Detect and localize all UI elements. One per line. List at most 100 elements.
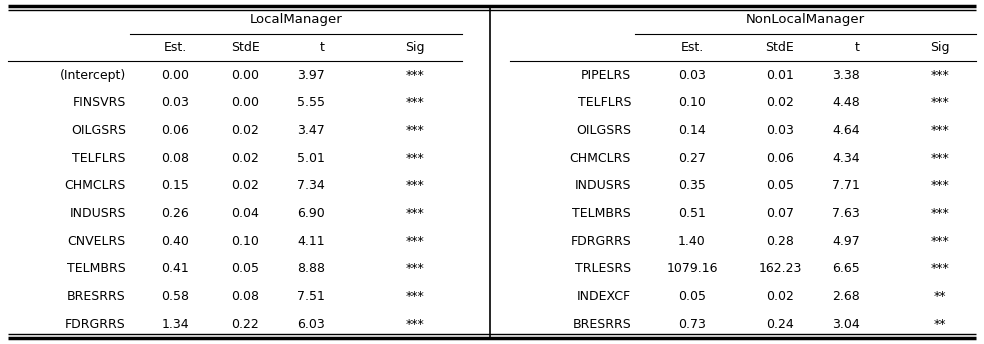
Text: 0.26: 0.26 bbox=[161, 207, 189, 220]
Text: ***: *** bbox=[405, 96, 424, 109]
Text: 0.06: 0.06 bbox=[767, 152, 794, 165]
Text: 4.64: 4.64 bbox=[832, 124, 860, 137]
Text: 0.51: 0.51 bbox=[678, 207, 706, 220]
Text: Est.: Est. bbox=[163, 41, 187, 54]
Text: ***: *** bbox=[405, 124, 424, 137]
Text: PIPELRS: PIPELRS bbox=[581, 69, 631, 82]
Text: 0.73: 0.73 bbox=[678, 318, 706, 331]
Text: 1079.16: 1079.16 bbox=[666, 262, 717, 275]
Text: OILGSRS: OILGSRS bbox=[71, 124, 126, 137]
Text: t: t bbox=[320, 41, 325, 54]
Text: 3.47: 3.47 bbox=[297, 124, 325, 137]
Text: 0.27: 0.27 bbox=[678, 152, 706, 165]
Text: Sig: Sig bbox=[405, 41, 425, 54]
Text: 0.08: 0.08 bbox=[161, 152, 189, 165]
Text: 0.05: 0.05 bbox=[231, 262, 259, 275]
Text: 0.00: 0.00 bbox=[231, 69, 259, 82]
Text: 6.65: 6.65 bbox=[832, 262, 860, 275]
Text: LocalManager: LocalManager bbox=[250, 13, 342, 26]
Text: 3.38: 3.38 bbox=[832, 69, 860, 82]
Text: 0.08: 0.08 bbox=[231, 290, 259, 303]
Text: 6.03: 6.03 bbox=[297, 318, 325, 331]
Text: INDUSRS: INDUSRS bbox=[70, 207, 126, 220]
Text: 0.00: 0.00 bbox=[161, 69, 189, 82]
Text: **: ** bbox=[934, 318, 947, 331]
Text: 0.07: 0.07 bbox=[766, 207, 794, 220]
Text: ***: *** bbox=[405, 69, 424, 82]
Text: NonLocalManager: NonLocalManager bbox=[746, 13, 865, 26]
Text: 4.34: 4.34 bbox=[832, 152, 860, 165]
Text: 2.68: 2.68 bbox=[832, 290, 860, 303]
Text: 0.06: 0.06 bbox=[161, 124, 189, 137]
Text: TELMBRS: TELMBRS bbox=[573, 207, 631, 220]
Text: 0.28: 0.28 bbox=[767, 235, 794, 248]
Text: TELMBRS: TELMBRS bbox=[67, 262, 126, 275]
Text: ***: *** bbox=[405, 262, 424, 275]
Text: FDRGRRS: FDRGRRS bbox=[65, 318, 126, 331]
Text: StdE: StdE bbox=[230, 41, 260, 54]
Text: 0.03: 0.03 bbox=[767, 124, 794, 137]
Text: CNVELRS: CNVELRS bbox=[68, 235, 126, 248]
Text: 0.40: 0.40 bbox=[161, 235, 189, 248]
Text: 3.97: 3.97 bbox=[297, 69, 325, 82]
Text: 7.63: 7.63 bbox=[832, 207, 860, 220]
Text: ***: *** bbox=[405, 179, 424, 192]
Text: 0.02: 0.02 bbox=[767, 96, 794, 109]
Text: 7.51: 7.51 bbox=[297, 290, 325, 303]
Text: ***: *** bbox=[931, 69, 950, 82]
Text: ***: *** bbox=[931, 207, 950, 220]
Text: 0.02: 0.02 bbox=[231, 124, 259, 137]
Text: 0.00: 0.00 bbox=[231, 96, 259, 109]
Text: 7.71: 7.71 bbox=[832, 179, 860, 192]
Text: 0.58: 0.58 bbox=[161, 290, 189, 303]
Text: 0.22: 0.22 bbox=[231, 318, 259, 331]
Text: 4.11: 4.11 bbox=[297, 235, 325, 248]
Text: TELFLRS: TELFLRS bbox=[73, 152, 126, 165]
Text: ***: *** bbox=[405, 290, 424, 303]
Text: ***: *** bbox=[405, 152, 424, 165]
Text: t: t bbox=[855, 41, 860, 54]
Text: 0.04: 0.04 bbox=[231, 207, 259, 220]
Text: ***: *** bbox=[405, 207, 424, 220]
Text: Est.: Est. bbox=[680, 41, 704, 54]
Text: 0.01: 0.01 bbox=[767, 69, 794, 82]
Text: 0.02: 0.02 bbox=[231, 152, 259, 165]
Text: FINSVRS: FINSVRS bbox=[73, 96, 126, 109]
Text: TRLESRS: TRLESRS bbox=[575, 262, 631, 275]
Text: 5.55: 5.55 bbox=[297, 96, 325, 109]
Text: 0.35: 0.35 bbox=[678, 179, 706, 192]
Text: CHMCLRS: CHMCLRS bbox=[65, 179, 126, 192]
Text: 6.90: 6.90 bbox=[297, 207, 325, 220]
Text: 4.48: 4.48 bbox=[832, 96, 860, 109]
Text: OILGSRS: OILGSRS bbox=[576, 124, 631, 137]
Text: 0.03: 0.03 bbox=[678, 69, 706, 82]
Text: 3.04: 3.04 bbox=[832, 318, 860, 331]
Text: FDRGRRS: FDRGRRS bbox=[571, 235, 631, 248]
Text: ***: *** bbox=[931, 96, 950, 109]
Text: ***: *** bbox=[931, 124, 950, 137]
Text: 0.14: 0.14 bbox=[678, 124, 706, 137]
Text: ***: *** bbox=[931, 152, 950, 165]
Text: ***: *** bbox=[931, 235, 950, 248]
Text: Sig: Sig bbox=[930, 41, 950, 54]
Text: ***: *** bbox=[931, 179, 950, 192]
Text: ***: *** bbox=[931, 262, 950, 275]
Text: 162.23: 162.23 bbox=[759, 262, 802, 275]
Text: (Intercept): (Intercept) bbox=[60, 69, 126, 82]
Text: INDEXCF: INDEXCF bbox=[577, 290, 631, 303]
Text: 8.88: 8.88 bbox=[297, 262, 325, 275]
Text: ***: *** bbox=[405, 318, 424, 331]
Text: 0.03: 0.03 bbox=[161, 96, 189, 109]
Text: CHMCLRS: CHMCLRS bbox=[570, 152, 631, 165]
Text: 4.97: 4.97 bbox=[832, 235, 860, 248]
Text: 0.10: 0.10 bbox=[231, 235, 259, 248]
Text: BRESRRS: BRESRRS bbox=[67, 290, 126, 303]
Text: BRESRRS: BRESRRS bbox=[573, 318, 631, 331]
Text: 0.24: 0.24 bbox=[767, 318, 794, 331]
Text: 1.40: 1.40 bbox=[678, 235, 706, 248]
Text: 1.34: 1.34 bbox=[161, 318, 189, 331]
Text: StdE: StdE bbox=[766, 41, 794, 54]
Text: 0.41: 0.41 bbox=[161, 262, 189, 275]
Text: TELFLRS: TELFLRS bbox=[578, 96, 631, 109]
Text: **: ** bbox=[934, 290, 947, 303]
